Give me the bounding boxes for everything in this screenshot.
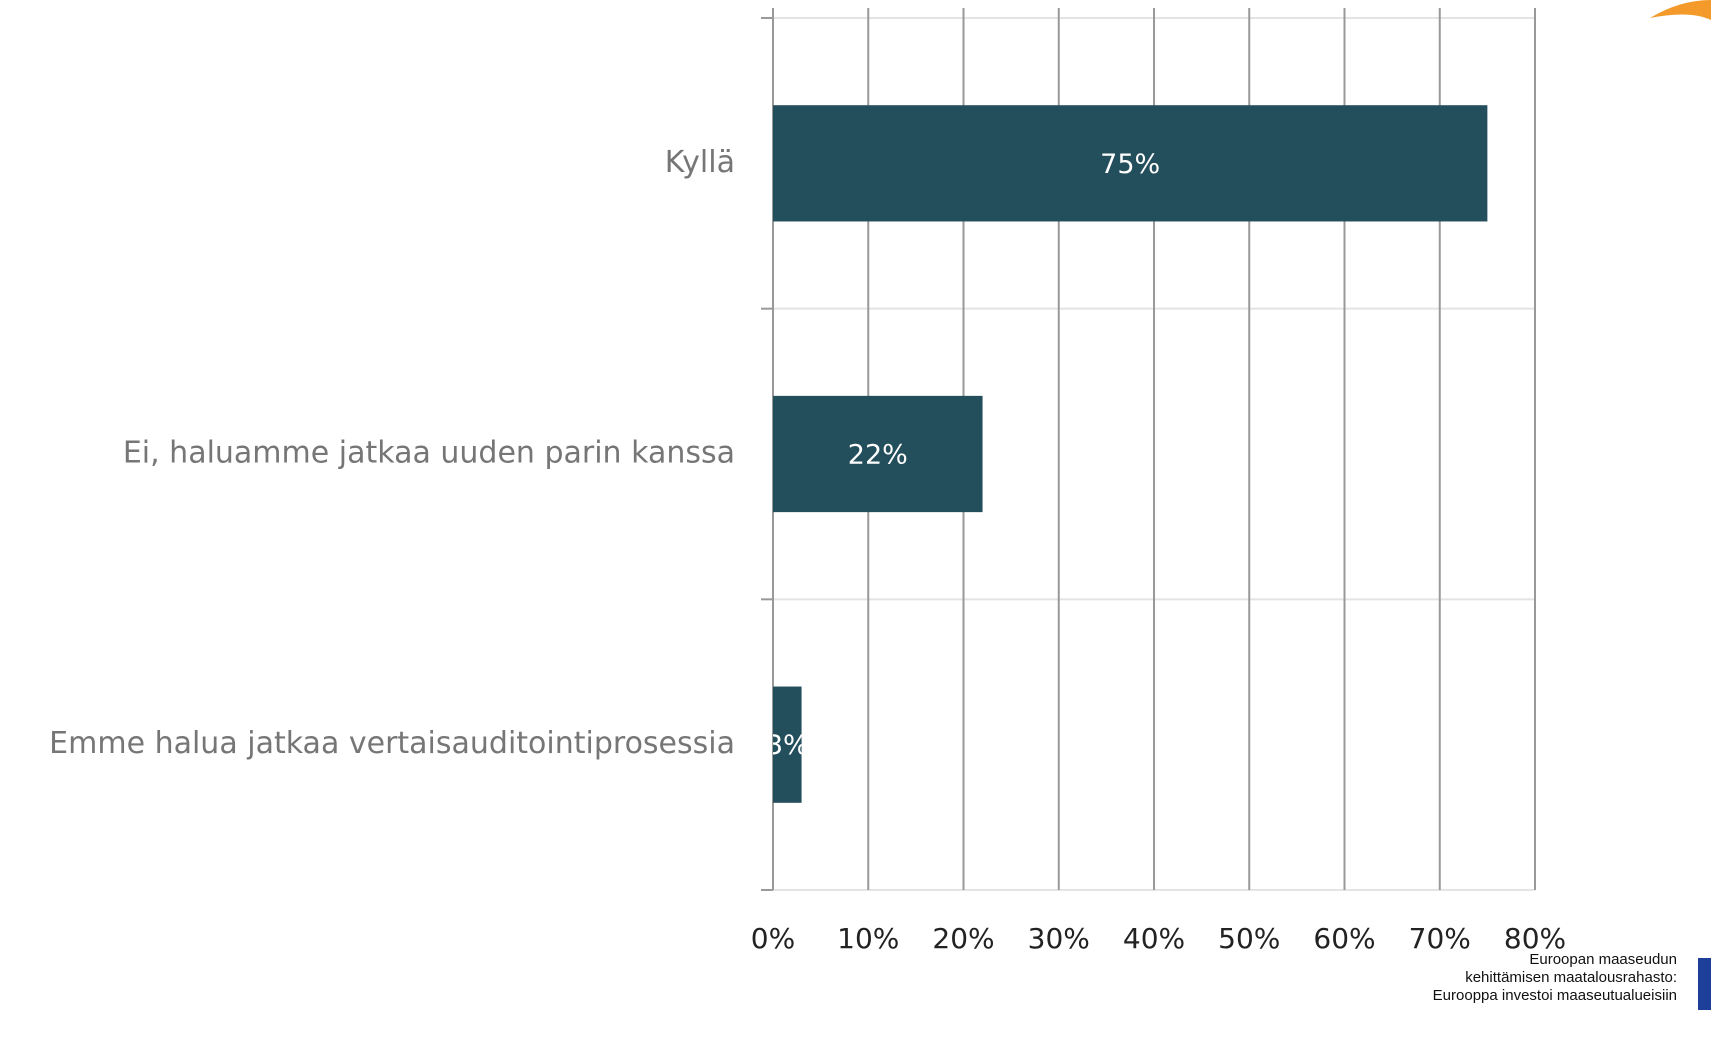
bar [773, 395, 983, 513]
x-tick-label: 80% [1504, 922, 1566, 955]
x-tick-label: 40% [1123, 922, 1185, 955]
value-label: 3% [766, 730, 809, 761]
x-tick-label: 20% [932, 922, 994, 955]
value-label: 22% [848, 440, 908, 471]
value-label: 75% [1100, 149, 1160, 180]
x-tick-label: 50% [1218, 922, 1280, 955]
logo-shape [1650, 0, 1711, 20]
bar [773, 686, 802, 803]
bar [773, 105, 1488, 222]
x-tick-label: 0% [751, 922, 795, 955]
footer-line: Euroopan maaseudun [1529, 951, 1677, 968]
footer-line: Eurooppa investoi maaseutualueisiin [1433, 987, 1677, 1004]
x-tick-label: 10% [837, 922, 899, 955]
category-label: Ei, haluamme jatkaa uuden parin kanssa [123, 436, 735, 471]
x-tick-label: 60% [1313, 922, 1375, 955]
category-label: Emme halua jatkaa vertaisauditointiprose… [49, 726, 735, 761]
x-tick-label: 30% [1028, 922, 1090, 955]
x-tick-label: 70% [1409, 922, 1471, 955]
category-label: Kyllä [665, 145, 735, 180]
eu-flag [1698, 958, 1711, 1010]
footer-line: kehittämisen maatalousrahasto: [1465, 969, 1677, 986]
plot: 0% 10% 20% 30% 40% 50% 60% 70% 80% Kyllä 75% Ei, ha… [49, 8, 1566, 955]
